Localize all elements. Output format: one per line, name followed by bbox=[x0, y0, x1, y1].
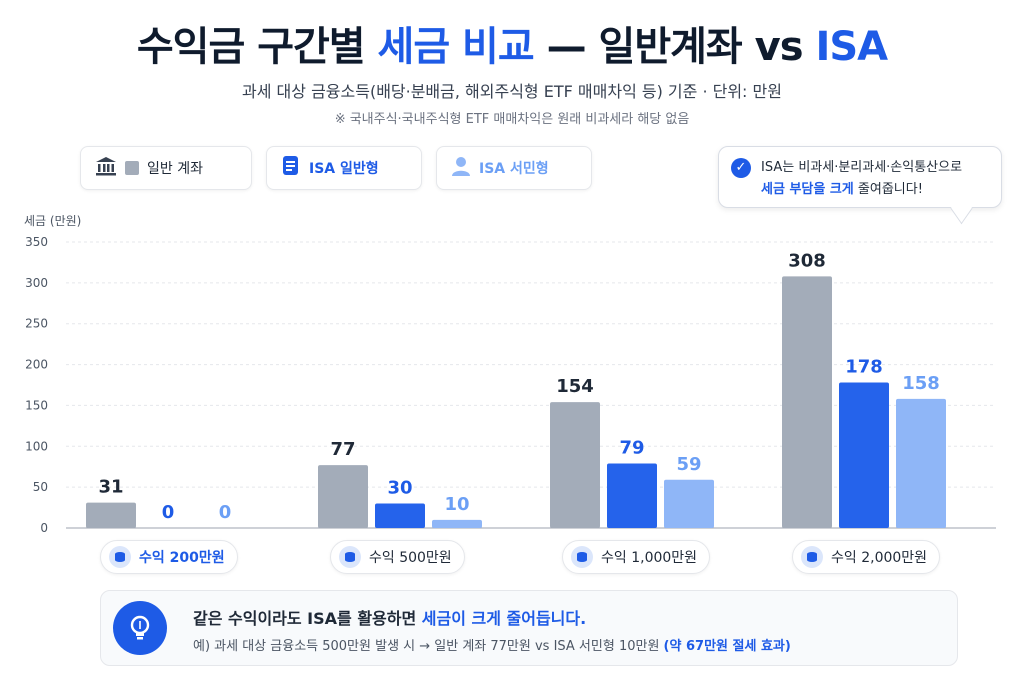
category-pill-500: 수익 500만원 bbox=[330, 540, 465, 574]
category-pill-2000: 수익 2,000만원 bbox=[792, 540, 941, 574]
summary-example-text: 예) 과세 대상 금융소득 500만원 발생 시 → 일반 계좌 77만원 vs… bbox=[193, 639, 664, 654]
data-label: 30 bbox=[387, 477, 412, 498]
y-tick-label: 150 bbox=[25, 398, 48, 412]
data-label: 154 bbox=[556, 376, 594, 397]
bar bbox=[782, 276, 832, 528]
data-label: 10 bbox=[444, 494, 469, 515]
y-tick-label: 100 bbox=[25, 439, 48, 453]
page-title: 수익금 구간별 세금 비교 — 일반계좌 vs ISA bbox=[0, 14, 1024, 72]
y-tick-label: 50 bbox=[33, 480, 48, 494]
bar bbox=[607, 463, 657, 528]
callout-rest: 줄여줍니다! bbox=[853, 182, 923, 197]
lightbulb-icon bbox=[113, 601, 167, 655]
category-label: 수익 200만원 bbox=[139, 550, 225, 566]
person-icon bbox=[451, 156, 471, 180]
coin-icon bbox=[109, 546, 131, 568]
data-label: 77 bbox=[330, 439, 355, 460]
data-label: 31 bbox=[98, 477, 123, 498]
y-tick-label: 200 bbox=[25, 358, 48, 372]
bar bbox=[550, 402, 600, 528]
callout-bold: 세금 부담을 크게 bbox=[761, 182, 854, 197]
data-label: 79 bbox=[619, 437, 644, 458]
data-label: 178 bbox=[845, 357, 883, 378]
summary-headline-text: 같은 수익이라도 ISA를 활용하면 bbox=[193, 609, 422, 628]
data-label: 0 bbox=[219, 502, 232, 523]
y-axis-label: 세금 (만원) bbox=[24, 214, 82, 228]
legend-general-account[interactable]: 일반 계좌 bbox=[80, 146, 252, 190]
check-circle-icon: ✓ bbox=[731, 158, 751, 178]
bar bbox=[839, 382, 889, 528]
y-tick-label: 350 bbox=[25, 235, 48, 249]
title-part2: — 일반계좌 vs bbox=[533, 24, 816, 70]
legend-label-general: 일반 계좌 bbox=[147, 161, 203, 177]
bar bbox=[664, 479, 714, 528]
legend-label-isa-low: ISA 서민형 bbox=[479, 161, 549, 177]
legend-isa-low-income[interactable]: ISA 서민형 bbox=[436, 146, 592, 190]
summary-example-highlight: (약 67만원 절세 효과) bbox=[663, 639, 791, 654]
bank-icon bbox=[95, 156, 117, 180]
bar bbox=[375, 503, 425, 528]
title-highlight: 세금 비교 bbox=[377, 24, 535, 70]
bar bbox=[896, 398, 946, 528]
bar bbox=[86, 502, 136, 528]
category-pill-1000: 수익 1,000만원 bbox=[562, 540, 711, 574]
document-icon bbox=[281, 155, 301, 181]
coin-icon bbox=[339, 546, 361, 568]
category-label: 수익 2,000만원 bbox=[831, 550, 928, 566]
data-label: 158 bbox=[902, 373, 940, 394]
callout-line1: ISA는 비과세·분리과세·손익통산으로 bbox=[761, 160, 963, 175]
coin-icon bbox=[571, 546, 593, 568]
y-tick-label: 300 bbox=[25, 276, 48, 290]
legend-isa-general[interactable]: ISA 일반형 bbox=[266, 146, 422, 190]
bar-chart: 0 50 100 150 200 250 300 350 31 77 154 308 0 30 79 178 0… bbox=[25, 235, 996, 535]
summary-headline-highlight: 세금이 크게 줄어듭니다. bbox=[421, 609, 587, 628]
bar bbox=[432, 519, 482, 528]
footnote: ※ 국내주식·국내주식형 ETF 매매차익은 원래 비과세라 해당 없음 bbox=[334, 112, 690, 127]
title-highlight2: ISA bbox=[815, 24, 888, 70]
category-pill-200: 수익 200만원 bbox=[100, 540, 238, 574]
y-tick-label: 0 bbox=[40, 521, 48, 535]
bar bbox=[318, 465, 368, 528]
subtitle: 과세 대상 금융소득(배당·분배금, 해외주식형 ETF 매매차익 등) 기준 … bbox=[242, 82, 782, 101]
data-label: 308 bbox=[788, 250, 826, 271]
summary-headline: 같은 수익이라도 ISA를 활용하면 세금이 크게 줄어듭니다. bbox=[193, 605, 586, 629]
summary-example: 예) 과세 대상 금융소득 500만원 발생 시 → 일반 계좌 77만원 vs… bbox=[193, 635, 791, 654]
title-part1: 수익금 구간별 bbox=[136, 24, 378, 70]
summary-box: 같은 수익이라도 ISA를 활용하면 세금이 크게 줄어듭니다. 예) 과세 대… bbox=[100, 590, 958, 666]
data-label: 0 bbox=[162, 502, 175, 523]
y-tick-label: 250 bbox=[25, 317, 48, 331]
coin-icon bbox=[801, 546, 823, 568]
category-label: 수익 1,000만원 bbox=[601, 550, 698, 566]
legend-label-isa-general: ISA 일반형 bbox=[309, 161, 379, 177]
data-label: 59 bbox=[676, 454, 701, 475]
category-label: 수익 500만원 bbox=[369, 550, 452, 566]
legend-swatch-general bbox=[125, 161, 139, 175]
info-callout: ✓ ISA는 비과세·분리과세·손익통산으로 세금 부담을 크게 줄여줍니다! bbox=[718, 146, 1002, 225]
